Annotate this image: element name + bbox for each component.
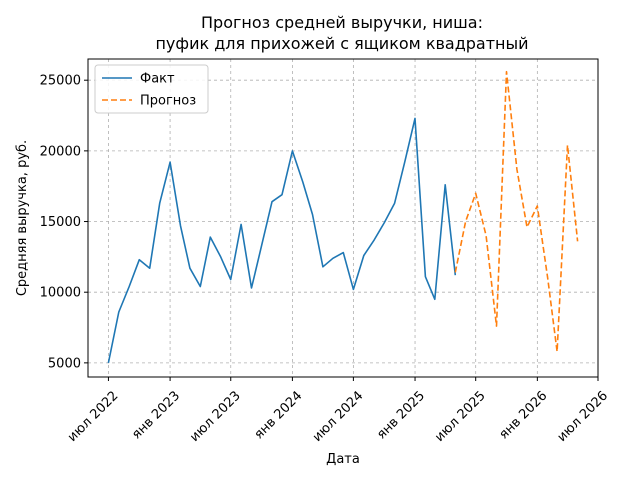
- x-tick-label: июл 2025: [432, 388, 489, 445]
- x-tick-label: янв 2024: [252, 388, 306, 442]
- series-line-fact: [107, 117, 457, 364]
- data-point: [526, 226, 529, 229]
- y-axis-label: Средняя выручка, руб.: [15, 140, 30, 296]
- x-tick-label: июл 2024: [310, 388, 367, 445]
- x-tick-label: июл 2023: [187, 388, 244, 445]
- series-group: [107, 70, 579, 364]
- y-tick-label: 5000: [48, 356, 81, 371]
- y-tick-label: 15000: [40, 215, 81, 230]
- x-tick-label: июл 2026: [555, 388, 612, 445]
- x-tick-label: янв 2026: [497, 388, 551, 442]
- y-tick-label: 20000: [40, 144, 81, 159]
- legend-label: Факт: [140, 72, 175, 87]
- plot-area-frame: [87, 58, 599, 378]
- legend-box: [94, 64, 209, 114]
- y-tick-label: 25000: [40, 74, 81, 89]
- chart-title-line1: Прогноз средней выручки, ниша:: [201, 13, 483, 32]
- chart-title-line2: пуфик для прихожей с ящиком квадратный: [155, 34, 528, 53]
- x-axis-label: Дата: [326, 452, 360, 467]
- x-axis: июл 2022 янв 2023 июл 2023 янв 2024 июл 2024…: [65, 377, 611, 445]
- legend-label: Прогноз: [140, 94, 196, 109]
- y-tick-label: 10000: [40, 286, 81, 301]
- x-tick-label: июл 2022: [65, 388, 122, 445]
- series-line-forecast: [454, 70, 579, 353]
- x-tick-label: янв 2023: [129, 388, 183, 442]
- legend: Факт Прогноз: [94, 64, 209, 114]
- x-tick-label: янв 2025: [374, 388, 428, 442]
- y-axis: 5000 10000 15000 20000 25000: [40, 74, 88, 371]
